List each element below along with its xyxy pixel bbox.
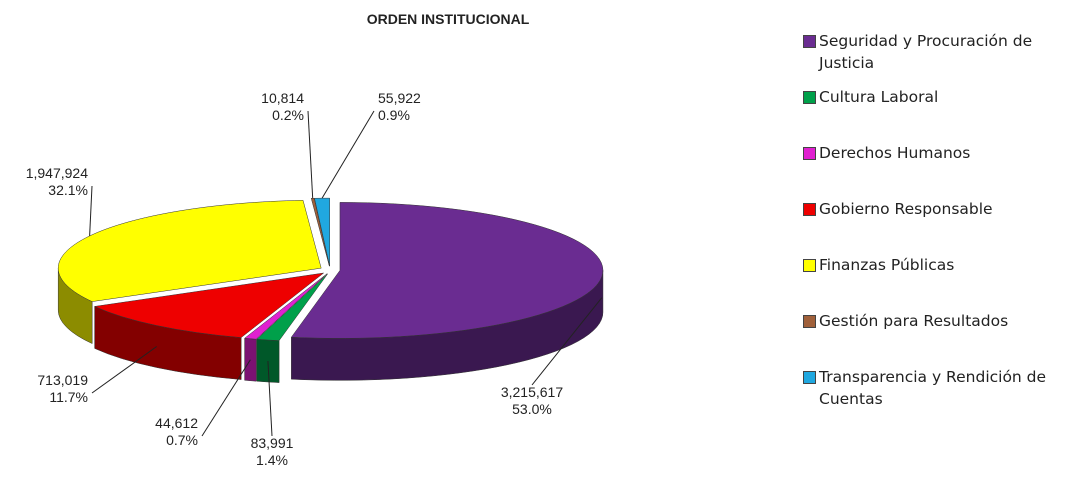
slice-side (256, 338, 280, 383)
leader-line (307, 110, 314, 199)
legend-label: Seguridad y Procuración de Justicia (819, 32, 1033, 72)
slice-side (244, 338, 257, 382)
legend-swatch (803, 371, 816, 384)
percent-label: 53.0% (512, 401, 552, 417)
percent-label: 11.7% (49, 389, 88, 405)
legend-label: Gobierno Responsable (819, 200, 993, 218)
legend-swatch (803, 147, 816, 160)
legend-label: Cultura Laboral (819, 88, 939, 106)
data-label: 1,947,924 (26, 165, 88, 181)
leader-line (531, 297, 603, 386)
leader-line (89, 185, 93, 236)
legend-item: Derechos Humanos (803, 142, 1053, 198)
data-label: 10,814 (261, 90, 304, 106)
percent-label: 0.2% (272, 107, 304, 123)
percent-label: 1.4% (256, 452, 288, 468)
legend-swatch (803, 259, 816, 272)
leader-line (91, 346, 157, 394)
legend-swatch (803, 315, 816, 328)
legend-item: Gestión para Resultados (803, 310, 1053, 366)
slice (310, 197, 330, 267)
legend-item: Finanzas Públicas (803, 254, 1053, 310)
data-label: 83,991 (251, 435, 294, 451)
slice (290, 202, 604, 339)
leader-line (201, 359, 251, 437)
leader-line (321, 110, 375, 199)
slice (57, 200, 322, 302)
percent-label: 0.9% (378, 107, 410, 123)
legend: Seguridad y Procuración de Justicia Cultu… (803, 30, 1053, 422)
legend-label: Transparencia y Rendición de Cuentas (819, 368, 1047, 408)
percent-label: 32.1% (48, 182, 88, 198)
legend-item: Seguridad y Procuración de Justicia (803, 30, 1053, 86)
legend-swatch (803, 91, 816, 104)
leader-line (267, 360, 273, 437)
legend-swatch (803, 203, 816, 216)
data-label: 55,922 (378, 90, 421, 106)
legend-label: Gestión para Resultados (819, 312, 1009, 330)
slice (93, 272, 325, 338)
legend-item: Gobierno Responsable (803, 198, 1053, 254)
slice (256, 273, 328, 341)
legend-item: Cultura Laboral (803, 86, 1053, 142)
legend-item: Transparencia y Rendición de Cuentas (803, 366, 1053, 422)
data-label: 713,019 (37, 372, 88, 388)
percent-label: 0.7% (166, 432, 198, 448)
data-label: 44,612 (155, 415, 198, 431)
legend-label: Derechos Humanos (819, 144, 971, 162)
slice (243, 273, 328, 340)
data-label: 3,215,617 (501, 384, 563, 400)
legend-swatch (803, 35, 816, 48)
legend-label: Finanzas Públicas (819, 256, 955, 274)
chart-title: ORDEN INSTITUCIONAL (367, 11, 530, 27)
